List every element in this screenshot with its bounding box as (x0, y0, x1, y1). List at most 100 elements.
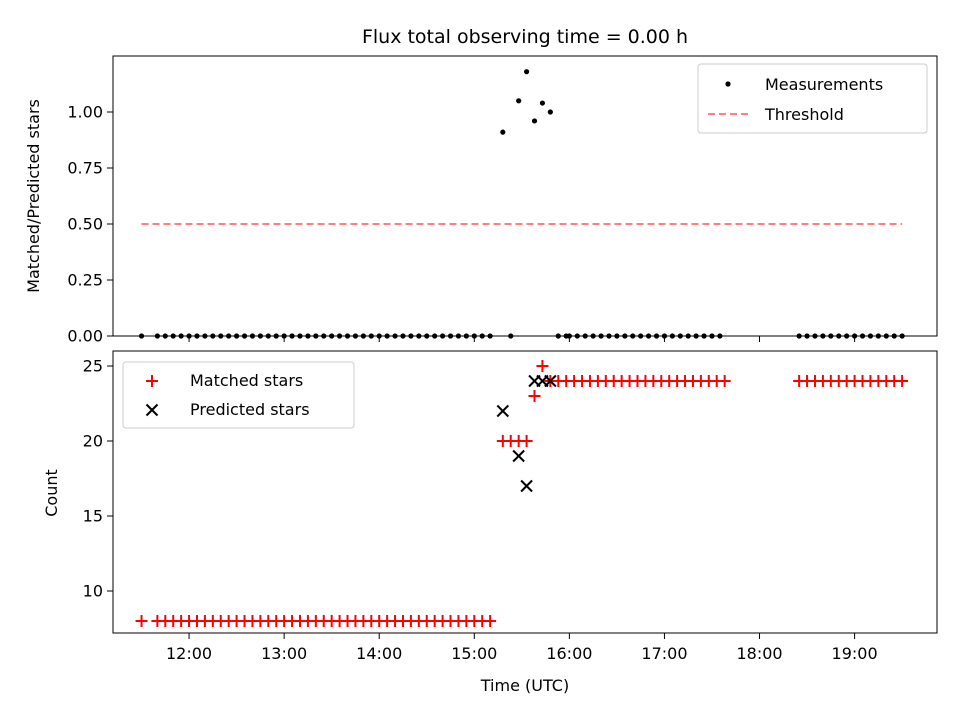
measurement-point (424, 333, 430, 339)
measurement-point (376, 333, 382, 339)
measurement-point (828, 333, 834, 339)
measurement-point (178, 333, 184, 339)
measurement-point (516, 98, 522, 104)
legend-matched-marker (146, 375, 158, 387)
bottom-x-axis-label: Time (UTC) (480, 676, 569, 695)
bottom-y-axis: 10 15 20 25 (83, 357, 113, 601)
matched-star-point (896, 375, 909, 387)
bottom-x-tick-label: 19:00 (832, 644, 878, 663)
top-legend[interactable]: Measurements Threshold (697, 63, 928, 134)
measurement-point (352, 333, 359, 339)
measurement-point (440, 333, 446, 339)
measurement-point (360, 333, 366, 339)
measurement-point (432, 333, 438, 339)
measurement-point (500, 129, 506, 135)
top-chart-title: Flux total observing time = 0.00 h (362, 26, 688, 48)
measurement-point (226, 333, 232, 339)
measurement-point (661, 333, 668, 339)
top-y-tick-label: 0.25 (67, 271, 103, 290)
bottom-x-tick-label: 18:00 (736, 644, 782, 663)
measurement-point (891, 333, 897, 339)
measurement-point (598, 333, 604, 339)
measurement-point (590, 333, 596, 339)
measurement-point (368, 333, 374, 339)
measurement-point (265, 333, 271, 339)
top-legend-box (697, 63, 928, 134)
bottom-plot-area (112, 350, 938, 634)
bottom-x-tick-label: 17:00 (641, 644, 687, 663)
matched-star-point (528, 390, 541, 402)
measurement-point (138, 333, 145, 339)
measurement-point (249, 333, 256, 339)
predicted-star-point (512, 449, 525, 463)
bottom-y-tick-label: 15 (83, 507, 103, 526)
measurement-point (717, 333, 723, 339)
measurement-point (614, 333, 620, 339)
measurement-point (202, 333, 208, 339)
measurement-point (852, 333, 858, 339)
measurement-point (455, 333, 462, 339)
predicted-star-point (496, 404, 510, 418)
measurement-point (313, 333, 319, 339)
top-series-layer (138, 69, 905, 339)
measurement-point (875, 333, 881, 339)
legend-measurements-marker (725, 81, 731, 87)
measurement-point (836, 333, 842, 339)
top-plot-area (112, 55, 938, 337)
measurement-point (582, 333, 588, 339)
legend-predicted-marker (145, 403, 159, 417)
measurement-point (867, 333, 874, 339)
measurement-point (400, 333, 406, 339)
measurement-point (337, 333, 343, 339)
predicted-star-point (544, 374, 557, 388)
measurement-point (883, 333, 889, 339)
measurement-point (630, 333, 636, 339)
measurement-point (796, 333, 802, 339)
measurement-point (531, 118, 538, 124)
bottom-legend[interactable]: Matched stars Predicted stars (122, 361, 355, 429)
measurement-point (194, 333, 200, 339)
top-y-axis-label: Matched/Predicted stars (24, 99, 43, 293)
measurement-point (638, 333, 644, 339)
measurement-point (677, 333, 683, 339)
top-y-tick-label: 0.00 (67, 327, 103, 346)
measurement-point (820, 333, 826, 339)
top-y-axis: 0.00 0.25 0.50 0.75 1.00 (67, 103, 113, 346)
bottom-y-axis-label: Count (42, 469, 61, 517)
legend-predicted-label: Predicted stars (190, 400, 310, 419)
measurement-point (646, 333, 652, 339)
measurement-point (574, 333, 580, 339)
measurement-point (289, 333, 295, 339)
measurement-point (622, 333, 628, 339)
top-panel: 0.00 0.25 0.50 0.75 1.00 Matched/Predicted s… (24, 55, 938, 346)
predicted-star-point (520, 479, 533, 493)
bottom-y-tick-label: 25 (83, 357, 103, 376)
measurement-point (606, 333, 612, 339)
measurement-point (218, 333, 224, 339)
measurement-point (241, 333, 248, 339)
measurement-point (273, 333, 279, 339)
bottom-x-tick-label: 13:00 (261, 644, 307, 663)
measurement-point (408, 333, 414, 339)
matched-star-point (484, 615, 497, 627)
measurement-point (384, 333, 390, 339)
measurement-point (859, 333, 866, 339)
measurement-point (539, 100, 546, 106)
legend-measurements-label: Measurements (765, 75, 883, 94)
measurement-point (471, 333, 477, 339)
legend-threshold-label: Threshold (764, 105, 844, 124)
measurement-point (162, 333, 168, 339)
measurement-point (812, 333, 818, 339)
matched-star-point (718, 375, 731, 387)
measurement-point (257, 333, 263, 339)
measurement-point (463, 333, 469, 339)
measurement-point (154, 333, 160, 339)
measurement-point (170, 333, 176, 339)
measurement-point (479, 333, 485, 339)
bottom-x-axis: 12:00 13:00 14:00 15:00 16:00 17:00 18:00 19:00 (166, 633, 878, 663)
measurement-point (234, 333, 240, 339)
measurement-point (392, 333, 398, 339)
matched-star-point (135, 615, 148, 627)
